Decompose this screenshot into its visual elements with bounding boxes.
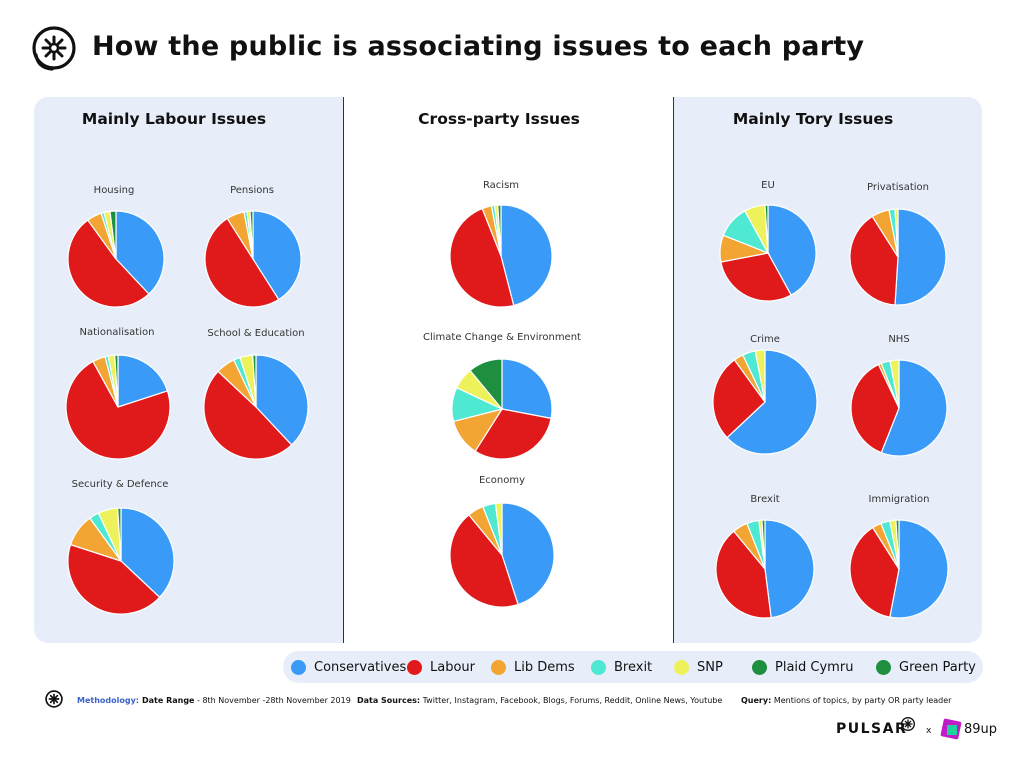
legend-label: Conservatives bbox=[314, 659, 407, 675]
query-label: Query: bbox=[741, 696, 772, 705]
legend-item-labour: Labour bbox=[407, 658, 475, 676]
date-range-value: - 8th November -28th November 2019 bbox=[194, 696, 351, 705]
pie-title: Economy bbox=[478, 475, 526, 486]
pie-title: Immigration bbox=[868, 494, 930, 505]
legend-label: Lib Dems bbox=[514, 659, 575, 675]
legend-label: SNP bbox=[697, 659, 723, 675]
pie-title: Nationalisation bbox=[79, 327, 155, 338]
legend-label: Labour bbox=[430, 659, 475, 675]
legend-swatch bbox=[876, 659, 891, 675]
data-sources: Data Sources: Twitter, Instagram, Facebo… bbox=[357, 696, 722, 705]
pulsar-logo-icon bbox=[32, 26, 76, 71]
legend-swatch bbox=[291, 659, 306, 675]
legend: Conservatives Labour Lib Dems Brexit SNP… bbox=[283, 651, 983, 683]
pie-title: EU bbox=[761, 180, 775, 191]
pie-title: Security & Defence bbox=[71, 479, 169, 490]
legend-label: Plaid Cymru bbox=[775, 659, 854, 675]
pulsar-logo-icon bbox=[45, 690, 63, 708]
89up-logo-icon bbox=[940, 718, 962, 740]
legend-item-lib-dems: Lib Dems bbox=[491, 658, 575, 676]
methodology-label: Methodology: bbox=[77, 696, 140, 705]
legend-item-green-party: Green Party bbox=[876, 658, 976, 676]
panel-divider bbox=[673, 97, 674, 643]
pie-title: Pensions bbox=[230, 185, 274, 196]
legend-item-plaid-cymru: Plaid Cymru bbox=[752, 658, 853, 676]
query: Query: Mentions of topics, by party OR p… bbox=[741, 696, 951, 705]
legend-item-brexit: Brexit bbox=[591, 658, 652, 676]
legend-item-snp: SNP bbox=[674, 658, 723, 676]
legend-swatch bbox=[674, 659, 689, 675]
pie-title: Climate Change & Environment bbox=[423, 332, 581, 343]
panel-divider bbox=[343, 97, 344, 643]
legend-label: Brexit bbox=[614, 659, 653, 675]
pulsar-wordmark: PULSAR bbox=[836, 721, 908, 737]
footer-methodology: Methodology: Date Range - 8th November -… bbox=[44, 688, 1004, 712]
pulsar-star-icon bbox=[901, 717, 915, 731]
pie-title: Privatisation bbox=[867, 182, 929, 193]
legend-label: Green Party bbox=[899, 659, 976, 675]
legend-swatch bbox=[752, 659, 767, 675]
page-title: How the public is associating issues to … bbox=[92, 31, 865, 62]
panel-title-labour: Mainly Labour Issues bbox=[81, 110, 267, 128]
pie-title: School & Education bbox=[207, 328, 305, 339]
legend-swatch bbox=[491, 659, 506, 675]
legend-item-conservatives: Conservatives bbox=[291, 658, 406, 676]
panel-cross-party bbox=[344, 97, 673, 643]
data-sources-label: Data Sources: bbox=[357, 696, 421, 705]
panel-title-tory: Mainly Tory Issues bbox=[732, 110, 894, 128]
date-range: Date Range - 8th November -28th November… bbox=[142, 696, 351, 705]
header: How the public is associating issues to … bbox=[30, 24, 1010, 76]
query-value: Mentions of topics, by party OR party le… bbox=[771, 696, 952, 705]
panel-tory bbox=[674, 97, 982, 643]
brand-separator: x bbox=[926, 726, 932, 736]
data-sources-value: Twitter, Instagram, Facebook, Blogs, For… bbox=[420, 696, 723, 705]
89up-wordmark: 89up bbox=[964, 722, 998, 737]
legend-swatch bbox=[407, 659, 422, 675]
pie-title: NHS bbox=[888, 334, 910, 345]
date-range-label: Date Range bbox=[142, 696, 195, 705]
pie-title: Housing bbox=[93, 185, 135, 196]
pie-title: Racism bbox=[482, 180, 520, 191]
brand-pulsar: PULSAR bbox=[836, 718, 907, 742]
legend-swatch bbox=[591, 659, 606, 675]
panel-title-cross: Cross-party Issues bbox=[418, 110, 580, 128]
panel-labour bbox=[34, 97, 343, 643]
pie-title: Crime bbox=[750, 334, 780, 345]
pie-title: Brexit bbox=[750, 494, 780, 505]
